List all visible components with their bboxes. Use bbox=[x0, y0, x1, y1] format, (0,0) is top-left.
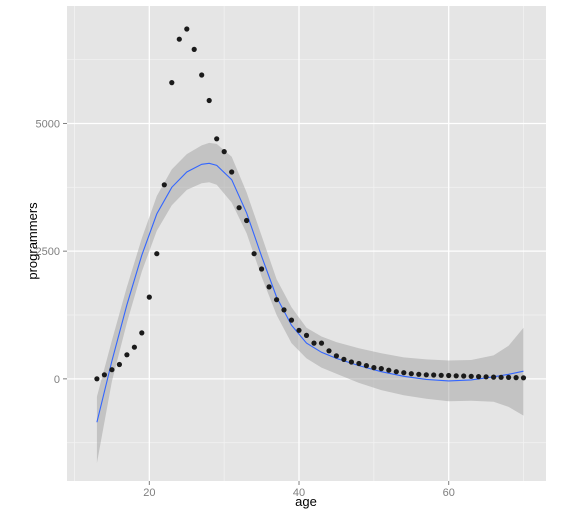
data-point bbox=[176, 36, 182, 42]
y-tick-label: 2500 bbox=[36, 246, 60, 258]
data-point bbox=[378, 366, 384, 372]
axes: 20 40 60 0 2500 5000 bbox=[36, 118, 455, 499]
data-point bbox=[431, 372, 437, 378]
y-tick-label: 0 bbox=[54, 374, 60, 386]
data-point bbox=[94, 376, 100, 382]
data-point bbox=[326, 348, 332, 354]
data-point bbox=[498, 374, 504, 380]
data-point bbox=[356, 360, 362, 367]
data-point bbox=[229, 169, 235, 175]
x-tick-label: 20 bbox=[143, 487, 155, 499]
data-point bbox=[491, 374, 497, 380]
data-point bbox=[506, 374, 512, 380]
data-point bbox=[386, 367, 392, 373]
data-point bbox=[124, 352, 130, 358]
data-point bbox=[251, 251, 257, 257]
data-point bbox=[244, 217, 250, 224]
data-point bbox=[371, 365, 377, 371]
data-point bbox=[461, 373, 467, 379]
data-point bbox=[169, 80, 175, 86]
data-point bbox=[184, 26, 190, 32]
data-point bbox=[468, 373, 474, 379]
data-point bbox=[281, 307, 287, 313]
data-point bbox=[311, 340, 317, 346]
confidence-band-layer bbox=[96, 142, 524, 464]
data-point bbox=[266, 284, 272, 290]
data-point bbox=[446, 372, 452, 379]
panel-background bbox=[67, 6, 546, 481]
data-point bbox=[221, 149, 227, 155]
data-point bbox=[236, 205, 242, 211]
data-point bbox=[393, 369, 399, 375]
smooth-line-layer bbox=[96, 162, 524, 423]
data-point bbox=[348, 359, 354, 365]
data-point bbox=[408, 371, 414, 377]
data-point bbox=[416, 371, 422, 377]
smooth-line bbox=[96, 162, 524, 423]
data-point bbox=[288, 317, 295, 323]
x-tick-label: 40 bbox=[293, 487, 305, 499]
y-axis-title: programmers bbox=[25, 202, 40, 280]
data-point bbox=[303, 332, 310, 338]
data-point bbox=[483, 374, 489, 380]
data-point bbox=[401, 370, 407, 376]
gridlines bbox=[67, 6, 546, 481]
data-point bbox=[453, 373, 459, 379]
data-point bbox=[146, 294, 152, 300]
data-point bbox=[476, 374, 482, 380]
x-axis-title: age bbox=[295, 494, 317, 509]
data-point bbox=[423, 372, 429, 378]
data-point bbox=[214, 136, 220, 142]
data-point bbox=[341, 356, 347, 362]
data-point bbox=[333, 353, 339, 359]
y-tick-label: 5000 bbox=[36, 118, 60, 130]
data-point bbox=[438, 372, 444, 378]
data-point bbox=[318, 340, 325, 346]
data-point bbox=[206, 97, 212, 104]
data-point bbox=[274, 297, 280, 303]
data-point bbox=[199, 72, 205, 78]
data-point bbox=[154, 251, 160, 257]
data-point bbox=[116, 361, 122, 368]
x-tick-label: 60 bbox=[443, 487, 455, 499]
data-point bbox=[259, 266, 265, 272]
confidence-band bbox=[96, 142, 524, 464]
data-point bbox=[161, 182, 167, 188]
data-point bbox=[139, 330, 145, 336]
data-point bbox=[131, 344, 137, 350]
data-point bbox=[520, 375, 527, 381]
data-point bbox=[101, 372, 107, 378]
data-points-layer bbox=[94, 26, 527, 382]
plot-panel bbox=[67, 6, 546, 481]
data-point bbox=[109, 367, 115, 373]
data-point bbox=[296, 327, 302, 333]
data-point bbox=[191, 46, 197, 53]
data-point bbox=[513, 375, 519, 381]
data-point bbox=[363, 363, 369, 369]
